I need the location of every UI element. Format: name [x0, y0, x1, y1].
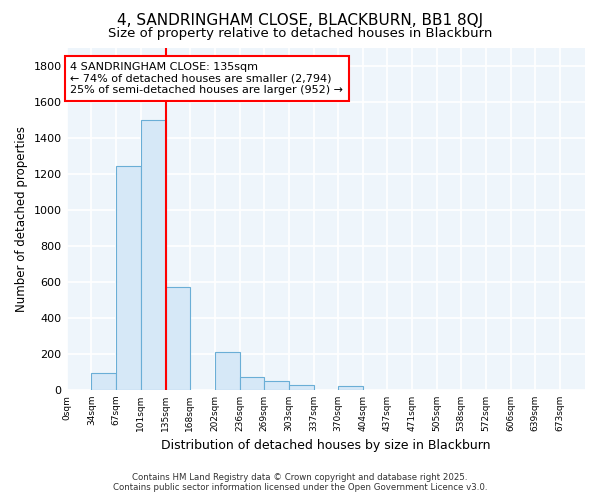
Bar [289, 384, 314, 390]
Text: 4, SANDRINGHAM CLOSE, BLACKBURN, BB1 8QJ: 4, SANDRINGHAM CLOSE, BLACKBURN, BB1 8QJ [117, 12, 483, 28]
Bar [338, 386, 363, 390]
Bar [264, 381, 289, 390]
Text: 4 SANDRINGHAM CLOSE: 135sqm
← 74% of detached houses are smaller (2,794)
25% of : 4 SANDRINGHAM CLOSE: 135sqm ← 74% of det… [70, 62, 343, 95]
Text: Size of property relative to detached houses in Blackburn: Size of property relative to detached ho… [108, 28, 492, 40]
X-axis label: Distribution of detached houses by size in Blackburn: Distribution of detached houses by size … [161, 440, 491, 452]
Bar [215, 352, 239, 390]
Y-axis label: Number of detached properties: Number of detached properties [15, 126, 28, 312]
Bar [166, 287, 190, 390]
Bar [116, 166, 140, 390]
Bar [140, 120, 166, 390]
Bar [239, 378, 264, 390]
Bar [91, 373, 116, 390]
Text: Contains HM Land Registry data © Crown copyright and database right 2025.
Contai: Contains HM Land Registry data © Crown c… [113, 473, 487, 492]
